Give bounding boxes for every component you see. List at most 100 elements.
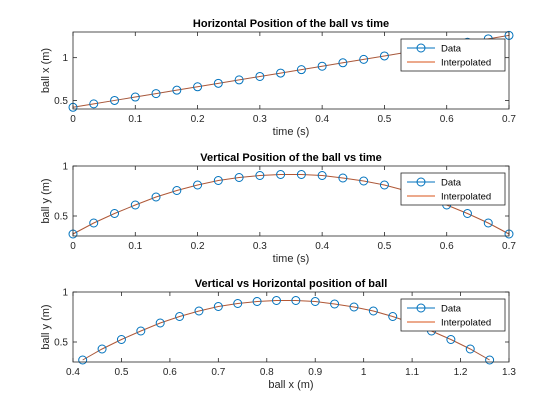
x-tick-label: 0.7 [502,241,516,252]
x-tick-label: 0.1 [128,114,142,125]
x-tick-label: 0.9 [308,367,322,378]
data-point [110,95,120,105]
legend-box [400,172,506,206]
y-tick-label: 1 [62,53,68,64]
data-point [483,218,493,228]
x-tick-label: 1.2 [454,367,468,378]
x-axis-label: time (s) [273,126,310,138]
data-point [271,296,281,305]
data-point [317,61,327,71]
y-tick-label: 0.5 [54,212,68,223]
x-tick-label: 1 [361,367,367,378]
data-point [89,99,99,109]
data-point [310,297,320,306]
subplot-1: 0 0.1 0.2 0.3 0.4 0.5 0.6 0.7 0.5 1 Horizontal Pos… [40,18,516,138]
data-point [379,51,389,61]
data-point [465,344,475,354]
legend-data-swatch-marker [416,177,426,187]
data-point [388,312,398,321]
y-tick-label: 1 [62,288,68,299]
axes-box [72,31,510,110]
data-point [213,302,223,311]
chart-title: Vertical vs Horizontal position of ball [195,278,388,290]
data-point [151,89,161,99]
legend-box [400,298,506,332]
data-point [255,71,265,81]
y-axis-label: ball x (m) [40,48,52,93]
data-point [291,296,301,305]
data-point [234,75,244,85]
x-tick-label: 0.3 [253,114,267,125]
data-point [296,170,306,179]
y-tick-label: 0.5 [54,96,68,107]
legend-data-swatch-marker [416,303,426,313]
x-tick-label: 0.4 [66,367,80,378]
x-tick-label: 0.2 [191,114,205,125]
x-tick-label: 0.7 [211,367,225,378]
x-tick-label: 1.1 [405,367,419,378]
data-point [110,209,120,218]
x-tick-label: 0.5 [114,367,128,378]
x-tick-label: 0 [70,114,76,125]
data-point [317,171,327,180]
data-point [462,209,472,218]
y-axis-label: ball y (m) [40,304,52,349]
data-point [252,297,262,306]
x-tick-label: 0.4 [315,241,329,252]
subplot-3: 0.4 0.5 0.6 0.7 0.8 0.9 1 1.1 1.2 1.3 0.5 1 Vertical… [40,278,516,391]
data-point [359,54,369,64]
data-point [338,173,348,183]
data-point [130,92,140,102]
y-tick-label: 1 [62,162,68,173]
data-point [338,58,348,68]
legend: Data Interpolated [400,298,506,332]
y-axis-label: ball y (m) [40,178,52,223]
data-point [78,355,88,365]
x-tick-label: 1.3 [502,367,516,378]
legend: Data Interpolated [400,38,506,72]
legend-label-data: Data [441,304,462,315]
data-point [116,335,126,344]
data-point [213,176,223,185]
data-point [193,82,203,92]
x-tick-label: 0.5 [377,241,391,252]
x-axis-label: time (s) [273,253,310,265]
legend-box [400,38,506,72]
data-point [349,302,359,312]
data-point [485,355,495,365]
x-tick-label: 0.5 [377,114,391,125]
data-point [194,306,204,316]
y-tick-label: 0.5 [54,338,68,349]
x-tick-label: 0.8 [260,367,274,378]
x-tick-label: 0.6 [440,241,454,252]
data-point [296,65,306,75]
data-point [172,85,182,95]
legend-label-data: Data [441,44,462,55]
axes-box [72,165,510,237]
data-point [359,176,369,186]
data-point [276,170,286,179]
chart-title: Horizontal Position of the ball vs time [193,18,389,30]
legend-label-interpolated: Interpolated [441,318,491,329]
data-point [130,200,140,210]
chart-title: Vertical Position of the ball vs time [200,152,382,164]
x-tick-label: 0.3 [253,241,267,252]
legend-label-interpolated: Interpolated [441,192,491,203]
data-point [136,326,146,336]
x-axis-label: ball x (m) [268,379,313,391]
legend-data-swatch-marker [416,43,426,53]
legend: Data Interpolated [400,172,506,206]
x-tick-label: 0.1 [128,241,142,252]
data-point [379,180,389,190]
data-point [193,180,203,190]
data-point [446,335,456,344]
data-point [330,299,340,309]
data-point [172,186,182,195]
data-point [276,68,286,78]
data-point [151,192,161,202]
data-point [255,171,265,180]
subplot-2: 0 0.1 0.2 0.3 0.4 0.5 0.6 0.7 0.5 1 Vertical Posit… [40,152,516,265]
axes-box [72,291,510,363]
legend-label-interpolated: Interpolated [441,58,491,69]
